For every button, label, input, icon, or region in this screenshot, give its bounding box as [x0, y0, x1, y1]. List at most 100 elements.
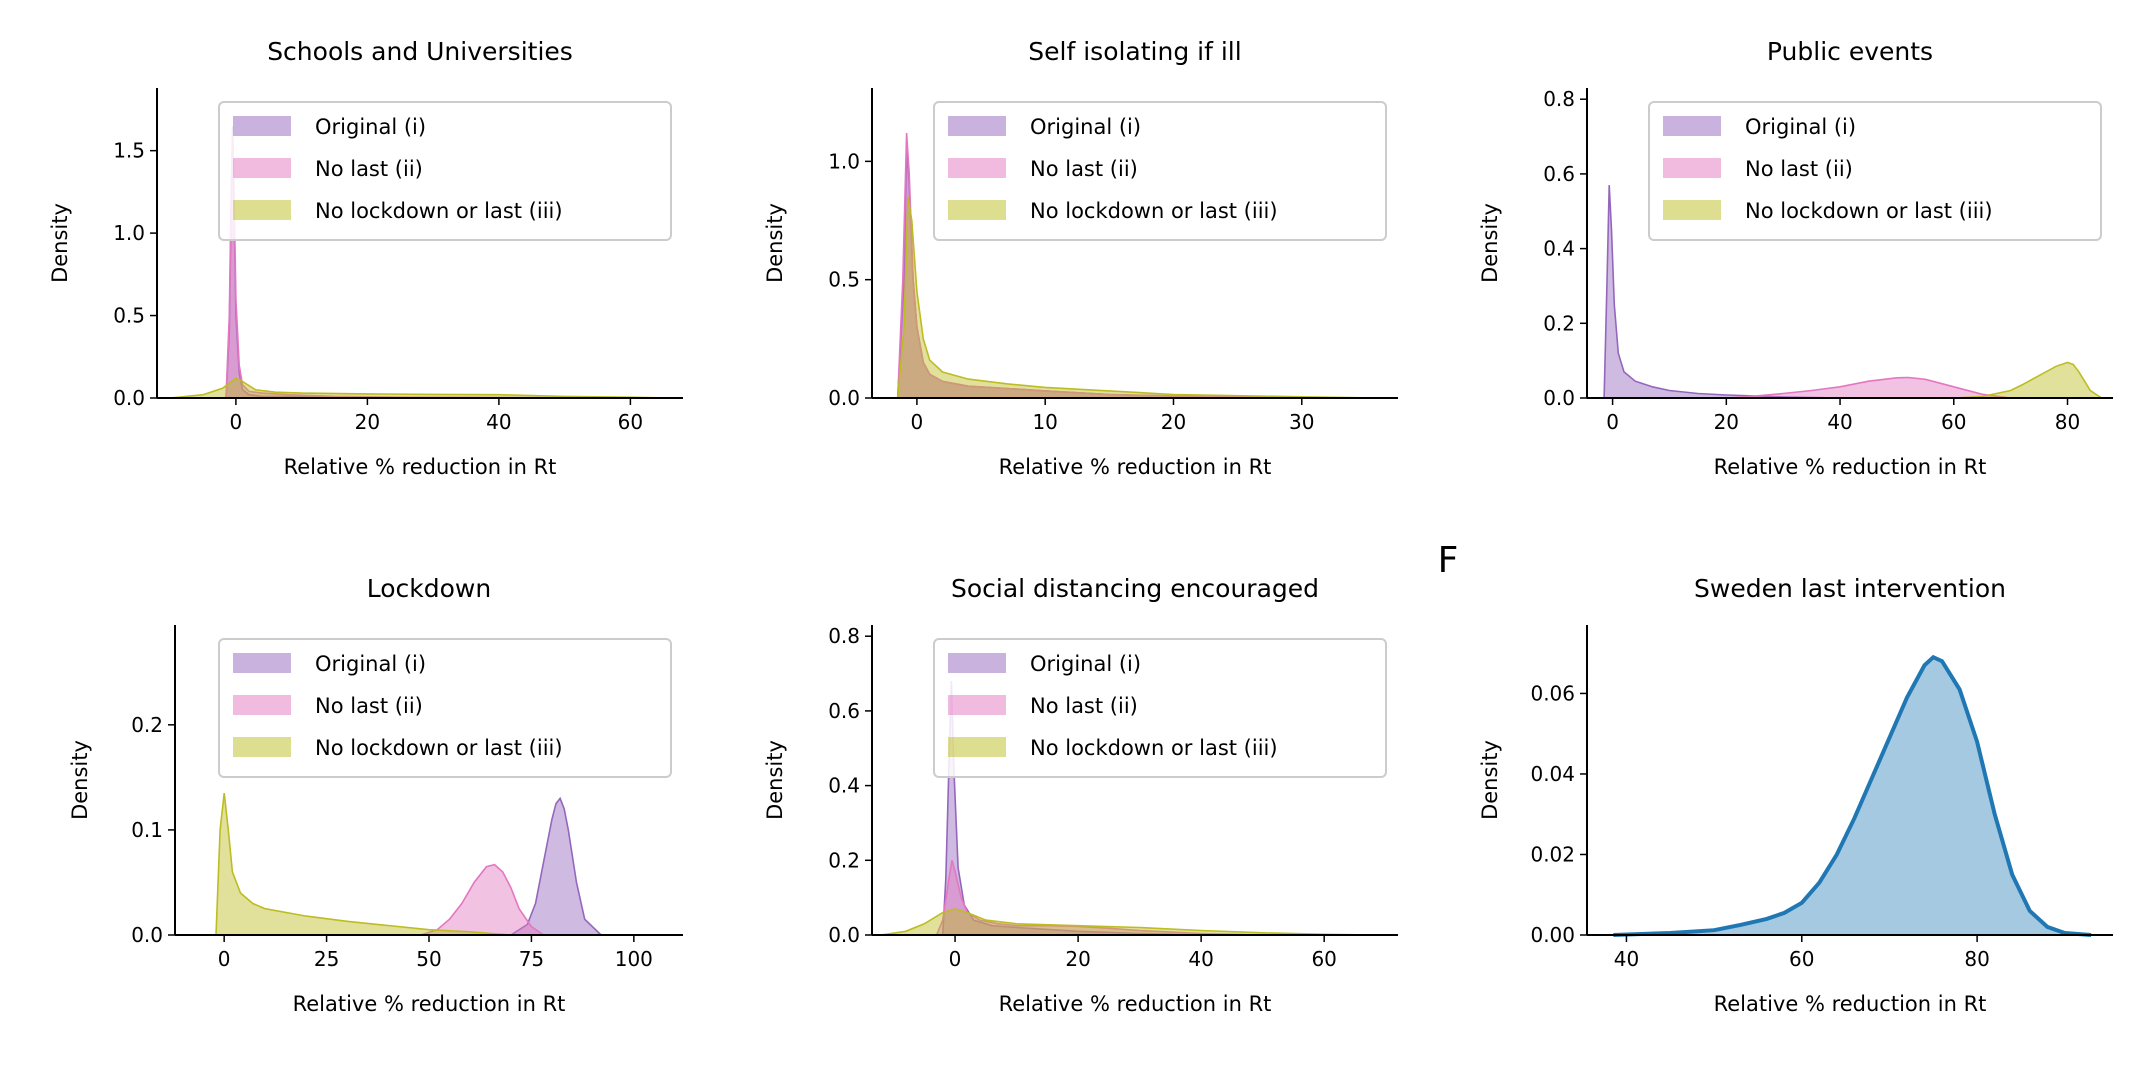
y-tick-label: 0.06 [1530, 681, 1575, 705]
y-tick-label: 0.0 [828, 923, 860, 947]
legend-label: No last (ii) [1745, 157, 1853, 181]
legend-swatch [1663, 158, 1721, 178]
x-tick-label: 0 [1606, 410, 1619, 434]
series-area-5-2 [936, 860, 1263, 935]
legend-frame [218, 638, 672, 778]
legend-label: No lockdown or last (iii) [315, 199, 563, 223]
y-tick-label: 0.1 [131, 818, 163, 842]
series-line-4-2 [420, 863, 545, 936]
y-tick-label: 0.8 [1543, 87, 1575, 111]
x-tick-label: 40 [1614, 947, 1639, 971]
legend-label: Original (i) [315, 115, 426, 139]
series-line-1-3 [170, 377, 670, 399]
legend-label: Original (i) [1745, 115, 1856, 139]
x-tick-label: 0 [218, 947, 231, 971]
x-tick-label: 20 [355, 410, 380, 434]
x-axis-label: Relative % reduction in Rt [999, 992, 1272, 1016]
y-axis-label: Density [68, 740, 92, 820]
series-line-6-1 [1613, 654, 2092, 937]
subplot-title: Public events [1767, 37, 1933, 66]
subplot-3: 0 20 40 60 80 0.0 0.2 0.4 0.6 0.8 Public events Rel… [1478, 37, 2113, 479]
legend-frame [218, 101, 672, 241]
y-tick-label: 0.4 [828, 774, 860, 798]
y-tick-label: 0.5 [828, 268, 860, 292]
y-tick-label: 0.0 [1543, 386, 1575, 410]
legend: Original (i) No last (ii) No lockdown or l… [933, 101, 1387, 241]
legend-swatch [948, 158, 1006, 178]
y-tick-label: 0.02 [1530, 842, 1575, 866]
x-tick-label: 20 [1161, 410, 1186, 434]
series-line-4-1 [510, 796, 602, 936]
y-axis-label: Density [1478, 740, 1502, 820]
y-axis-label: Density [1478, 203, 1502, 283]
x-tick-label: 80 [1964, 947, 1989, 971]
series-area-2-3 [897, 196, 1379, 398]
subplot-title: Self isolating if ill [1028, 37, 1241, 66]
series-line-2-3 [896, 196, 1379, 399]
x-tick-label: 40 [486, 410, 511, 434]
y-tick-label: 0.8 [828, 624, 860, 648]
series-area-4-3 [216, 793, 511, 935]
series-line-3-1 [1603, 185, 1841, 399]
legend-label: Original (i) [315, 652, 426, 676]
y-tick-label: 1.0 [113, 221, 145, 245]
y-tick-label: 0.00 [1530, 923, 1575, 947]
y-axis-label: Density [763, 203, 787, 283]
x-tick-label: 20 [1065, 947, 1090, 971]
x-tick-label: 0 [911, 410, 924, 434]
series-line-3-3 [1953, 361, 2103, 399]
y-tick-label: 0.6 [1543, 162, 1575, 186]
x-tick-label: 0 [949, 947, 962, 971]
subplot-title: Sweden last intervention [1694, 574, 2006, 603]
legend-label: No last (ii) [315, 157, 423, 181]
legend-swatch [948, 695, 1006, 715]
x-axis-label: Relative % reduction in Rt [999, 455, 1272, 479]
y-tick-label: 0.4 [1543, 237, 1575, 261]
series-line-2-2 [896, 132, 1302, 399]
x-axis-label: Relative % reduction in Rt [284, 455, 557, 479]
x-tick-label: 75 [519, 947, 544, 971]
series-area-3-3 [1953, 362, 2102, 398]
legend-frame [933, 101, 1387, 241]
legend-label: No last (ii) [1030, 157, 1138, 181]
legend-swatch [948, 737, 1006, 757]
legend-swatch [233, 653, 291, 673]
series-area-3-1 [1604, 185, 1840, 398]
x-tick-label: 10 [1032, 410, 1057, 434]
legend-swatch [948, 200, 1006, 220]
subplot-title: Lockdown [367, 574, 491, 603]
legend-label: No lockdown or last (iii) [1745, 199, 1993, 223]
series-line-4-3 [215, 793, 511, 936]
x-tick-label: 40 [1188, 947, 1213, 971]
legend-swatch [233, 116, 291, 136]
legend: Original (i) No last (ii) No lockdown or l… [1648, 101, 2102, 241]
x-axis-label: Relative % reduction in Rt [1714, 455, 1987, 479]
legend-label: Original (i) [1030, 652, 1141, 676]
y-tick-label: 1.0 [828, 149, 860, 173]
y-axis-label: Density [763, 740, 787, 820]
subplot-1: 0 20 40 60 0.0 0.5 1.0 1.5 Schools and Universit… [48, 37, 683, 479]
legend-frame [1648, 101, 2102, 241]
x-tick-label: 60 [618, 410, 643, 434]
legend-swatch [948, 116, 1006, 136]
series-area-4-1 [510, 798, 602, 935]
x-tick-label: 30 [1289, 410, 1314, 434]
y-tick-label: 0.5 [113, 304, 145, 328]
legend-swatch [233, 200, 291, 220]
y-tick-label: 0.2 [1543, 311, 1575, 335]
legend-label: No lockdown or last (iii) [315, 736, 563, 760]
x-tick-label: 60 [1941, 410, 1966, 434]
legend-label: No last (ii) [1030, 694, 1138, 718]
subplot-6: 40 60 80 0.00 0.02 0.04 0.06 Sweden last interv… [1478, 574, 2113, 1016]
legend-swatch [233, 158, 291, 178]
legend-swatch [233, 695, 291, 715]
series-line-3-2 [1726, 376, 2011, 399]
subplot-5: 0 20 40 60 0.0 0.2 0.4 0.6 0.8 Social distancing … [763, 574, 1398, 1016]
x-tick-label: 25 [314, 947, 339, 971]
series-line-5-2 [935, 860, 1263, 936]
subplot-title: Schools and Universities [267, 37, 573, 66]
subplot-title: Social distancing encouraged [951, 574, 1319, 603]
y-axis-label: Density [48, 203, 72, 283]
x-tick-label: 100 [615, 947, 653, 971]
